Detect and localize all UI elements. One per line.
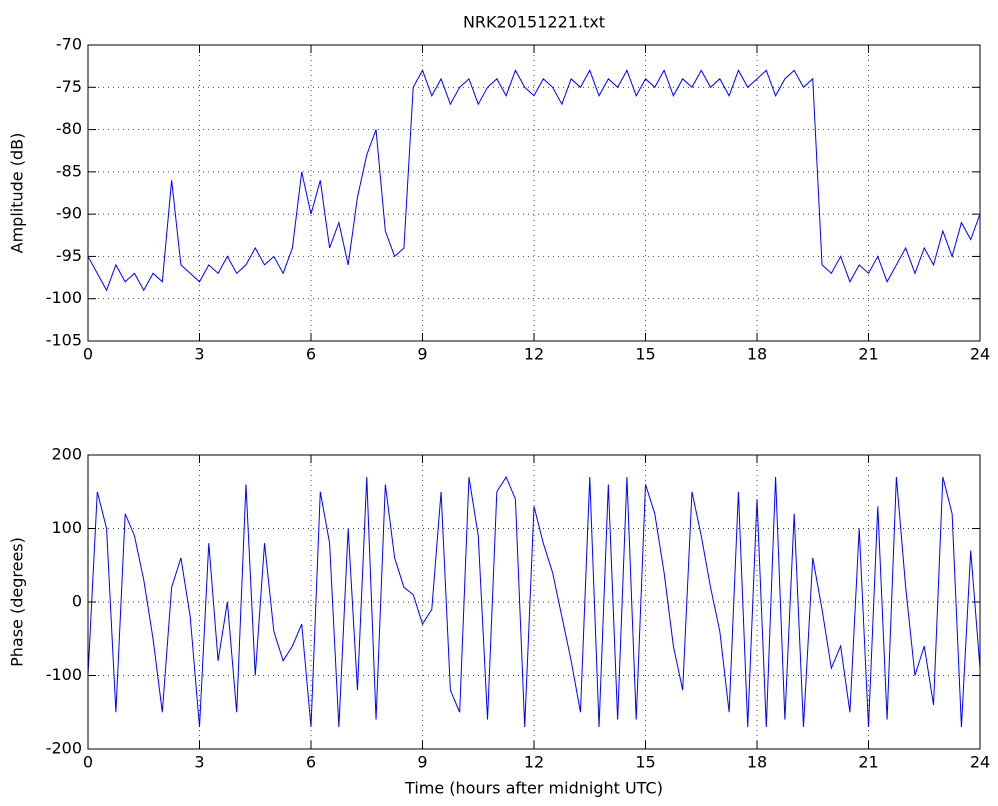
y-tick-label: 200 [51, 445, 82, 464]
x-tick-label: 6 [306, 753, 316, 772]
data-line [87, 69, 981, 292]
y-axis-label: Phase (degrees) [8, 537, 27, 667]
x-tick-label: 18 [747, 753, 767, 772]
y-tick-label: -85 [56, 161, 82, 180]
x-tick-label: 9 [417, 345, 427, 364]
x-tick-label: 18 [747, 345, 767, 364]
x-tick-label: 9 [417, 753, 427, 772]
y-tick-label: -70 [56, 35, 82, 54]
x-tick-label: 0 [83, 345, 93, 364]
axes-frame [87, 454, 981, 750]
chart-title: NRK20151221.txt [463, 13, 605, 32]
data-line [87, 475, 981, 727]
x-tick-label: 12 [524, 753, 544, 772]
x-tick-label: 24 [970, 345, 990, 364]
x-tick-label: 6 [306, 345, 316, 364]
x-tick-label: 24 [970, 753, 990, 772]
y-axis-label: Amplitude (dB) [8, 133, 27, 254]
y-tick-label: -90 [56, 204, 82, 223]
y-tick-label: -75 [56, 77, 82, 96]
x-tick-label: 15 [635, 753, 655, 772]
x-tick-label: 15 [635, 345, 655, 364]
x-tick-label: 21 [858, 753, 878, 772]
x-axis-label: Time (hours after midnight UTC) [404, 779, 663, 798]
plot-area [88, 45, 980, 341]
y-tick-label: -200 [46, 739, 82, 758]
y-tick-label: -80 [56, 119, 82, 138]
y-tick-label: -105 [46, 331, 82, 350]
y-tick-label: -95 [56, 246, 82, 265]
axes-frame [87, 44, 981, 342]
x-tick-label: 3 [194, 345, 204, 364]
x-tick-label: 21 [858, 345, 878, 364]
x-tick-label: 3 [194, 753, 204, 772]
y-tick-label: -100 [46, 665, 82, 684]
x-tick-label: 0 [83, 753, 93, 772]
y-tick-label: 100 [51, 518, 82, 537]
y-tick-label: 0 [72, 592, 82, 611]
y-tick-label: -100 [46, 288, 82, 307]
x-tick-label: 12 [524, 345, 544, 364]
